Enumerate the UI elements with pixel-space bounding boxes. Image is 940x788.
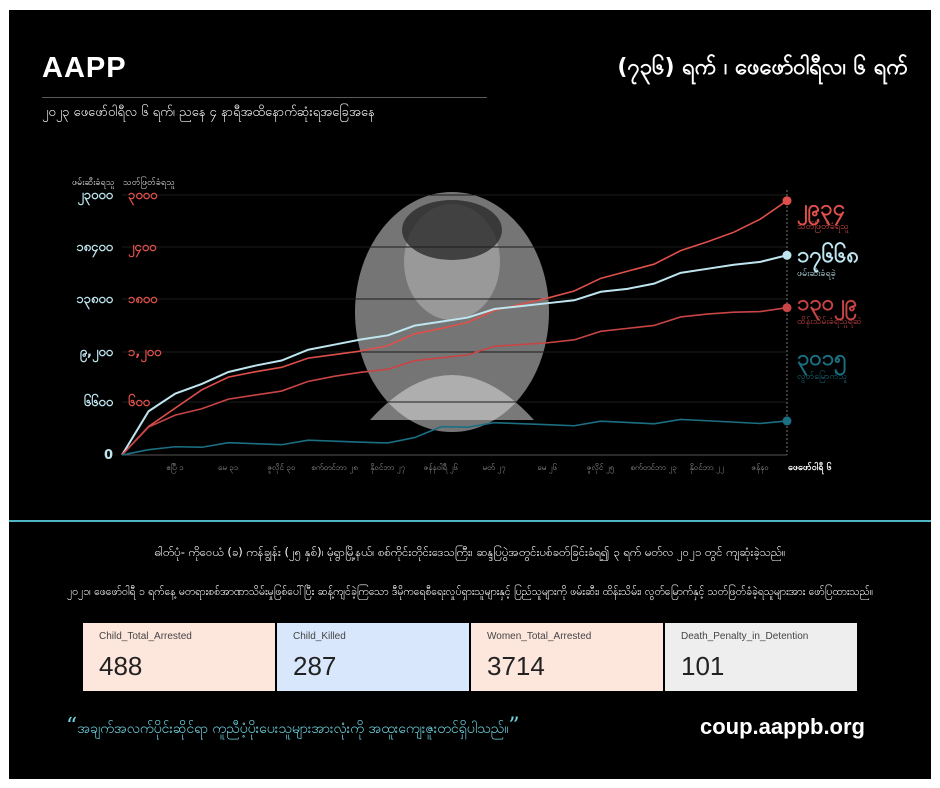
y-tick-right-label: ၁၈၀၀ xyxy=(128,292,158,307)
x-tick-label: ဧပြီ ၁ xyxy=(166,462,183,474)
stat-card-value: 488 xyxy=(99,651,143,681)
series-endpoint-killed xyxy=(782,196,792,206)
series-end-label-detained: ထိန်းသိမ်းခံရသူရဆဲ xyxy=(797,316,862,328)
series-end-value-arrested: ၁၇၆၆၈ xyxy=(797,241,859,273)
description-text: ၂၀၂၁၊ ဖေဖော်ဝါရီ ၁ ရက်နေ့ မတရားစစ်အာဏာသိ… xyxy=(66,586,873,598)
stat-card-value: 101 xyxy=(681,651,725,681)
x-tick-label: ဇန်နဝါရီ ၂၆ xyxy=(424,462,458,474)
stat-card-child-arrested: Child_Total_Arrested 488 xyxy=(83,623,275,691)
series-line-released xyxy=(121,418,788,456)
x-tick-label: ဇူလိုင် ၃၀ xyxy=(267,462,295,474)
series-end-label-arrested: ဖမ်းဆီးခံရခဲ့ xyxy=(797,268,836,280)
y-tick-left-label: ၉,၂၀၀ xyxy=(80,345,114,363)
section-divider xyxy=(9,520,931,522)
y-ticks-left: 0 ၆၆၀၀ ၉,၂၀၀ ၁၃၈၀၀ ၁၈၄၀၀ ၂၃၀၀၀ xyxy=(76,188,113,463)
x-tick-label: ဇူလိုင် ၂၅ xyxy=(587,462,615,474)
x-tick-label: စက်တင်ဘာ ၂၈ xyxy=(311,462,358,474)
stat-card-women-arrested: Women_Total_Arrested 3714 xyxy=(471,623,663,691)
series-end-label-killed: သတ်ဖြတ်ခံရသူ xyxy=(797,220,849,233)
y-tick-right-label: ၆၀၀ xyxy=(128,393,151,410)
stat-card-child-killed: Child_Killed 287 xyxy=(277,623,469,691)
stat-cards: Child_Total_Arrested 488 Child_Killed 28… xyxy=(83,623,859,691)
stat-card-label: Death_Penalty_in_Detention xyxy=(681,631,809,642)
x-tick-label: နိုဝင်ဘာ ၂၇ xyxy=(370,462,405,474)
series-endpoint-arrested xyxy=(782,250,792,260)
x-tick-label: မေ ၃၁ xyxy=(218,463,238,474)
y-axis-label-left: ဖမ်းဆီးခံရသူ xyxy=(72,177,115,189)
page-title: (၇၃၆) ရက် ၊ ဖေဖော်ဝါရီလ၊ ၆ ရက် xyxy=(617,55,908,80)
title-divider xyxy=(42,97,487,98)
series-line-detained xyxy=(121,306,788,456)
quote-text: အချက်အလက်ပိုင်းဆိုင်ရာ ကူညီပံ့ပိုးပေးသူမ… xyxy=(77,721,509,737)
y-tick-right-label: ၂၄၀၀ xyxy=(128,240,157,258)
series-endpoint-released xyxy=(782,416,792,426)
series-end-labels: ၂၉၃၄သတ်ဖြတ်ခံရသူ၁၇၆၆၈ဖမ်းဆီးခံရခဲ့၁၃၀၂၉ထ… xyxy=(797,196,862,383)
brand-logo: AAPP xyxy=(42,52,127,84)
series-line-arrested xyxy=(121,254,788,456)
y-ticks-right: ၆၀၀ ၁,၂၀၀ ၁၈၀၀ ၂၄၀၀ ၃၀၀၀ xyxy=(128,188,162,410)
y-tick-left-label: ၂၃၀၀၀ xyxy=(77,188,113,206)
x-tick-label: ဇန်နဝ xyxy=(751,462,769,474)
x-tick-label: စက်တင်ဘာ ၂၃ xyxy=(630,462,677,474)
y-axis-label-right: သတ်ဖြတ်ခံရသူ xyxy=(123,176,175,189)
y-tick-right-label: ၁,၂၀၀ xyxy=(128,345,162,363)
x-tick-label: မတ် ၂၇ xyxy=(482,462,505,474)
stat-card-value: 3714 xyxy=(487,651,545,681)
status-subtitle: ၂၀၂၃ ဖေဖော်ဝါရီလ ၆ ရက်၊ ညနေ ၄ နာရီအထိနော… xyxy=(42,105,375,120)
x-ticks: ဧပြီ ၁ မေ ၃၁ ဇူလိုင် ၃၀ စက်တင်ဘာ ၂၈ နိုဝင်ဘာ… xyxy=(166,462,768,474)
x-tick-label: နိုဝင်ဘာ ၂၂ xyxy=(690,462,725,474)
website-link[interactable]: coup.aappb.org xyxy=(700,714,865,739)
photo-caption: ဓါတ်ပုံ- ကိုဝေယံ (ခ) ကန်ချွန်း (၂၅ နှစ်)… xyxy=(154,545,786,559)
y-tick-left-label: ၁၃၈၀၀ xyxy=(76,292,113,310)
x-tick-label: မေ ၂၆ xyxy=(537,462,557,474)
stat-card-value: 287 xyxy=(293,651,337,681)
stat-card-label: Child_Total_Arrested xyxy=(99,631,192,642)
casualty-chart: ဖမ်းဆီးခံရသူ သတ်ဖြတ်ခံရသူ 0 ၆၆၀၀ ၉,၂၀၀ ၁၃၈၀… xyxy=(72,176,862,475)
portrait-photo xyxy=(355,192,549,432)
series-endpoint-detained xyxy=(782,303,792,313)
open-quote-icon: “ xyxy=(66,714,78,739)
x-axis-end-label: ဖေဖော်ဝါရီ ၆ xyxy=(788,462,832,475)
y-tick-left-label: ၆၆၀၀ xyxy=(84,393,114,410)
series-line-killed xyxy=(121,200,788,456)
stat-card-label: Women_Total_Arrested xyxy=(487,631,592,642)
acknowledgement-quote: “အချက်အလက်ပိုင်းဆိုင်ရာ ကူညီပံ့ပိုးပေးသူ… xyxy=(66,714,520,740)
chart-gridlines xyxy=(122,190,788,456)
stat-card-death-penalty: Death_Penalty_in_Detention 101 xyxy=(665,623,857,691)
close-quote-icon: ” xyxy=(508,714,520,739)
stat-card-label: Child_Killed xyxy=(293,631,346,642)
y-tick-left-label: ၁၈၄၀၀ xyxy=(76,240,113,258)
chart-series xyxy=(121,196,792,456)
y-tick-left-label: 0 xyxy=(104,448,113,463)
series-end-label-released: လွတ်မြောက်သူ xyxy=(797,370,847,383)
y-tick-right-label: ၃၀၀၀ xyxy=(128,188,158,206)
